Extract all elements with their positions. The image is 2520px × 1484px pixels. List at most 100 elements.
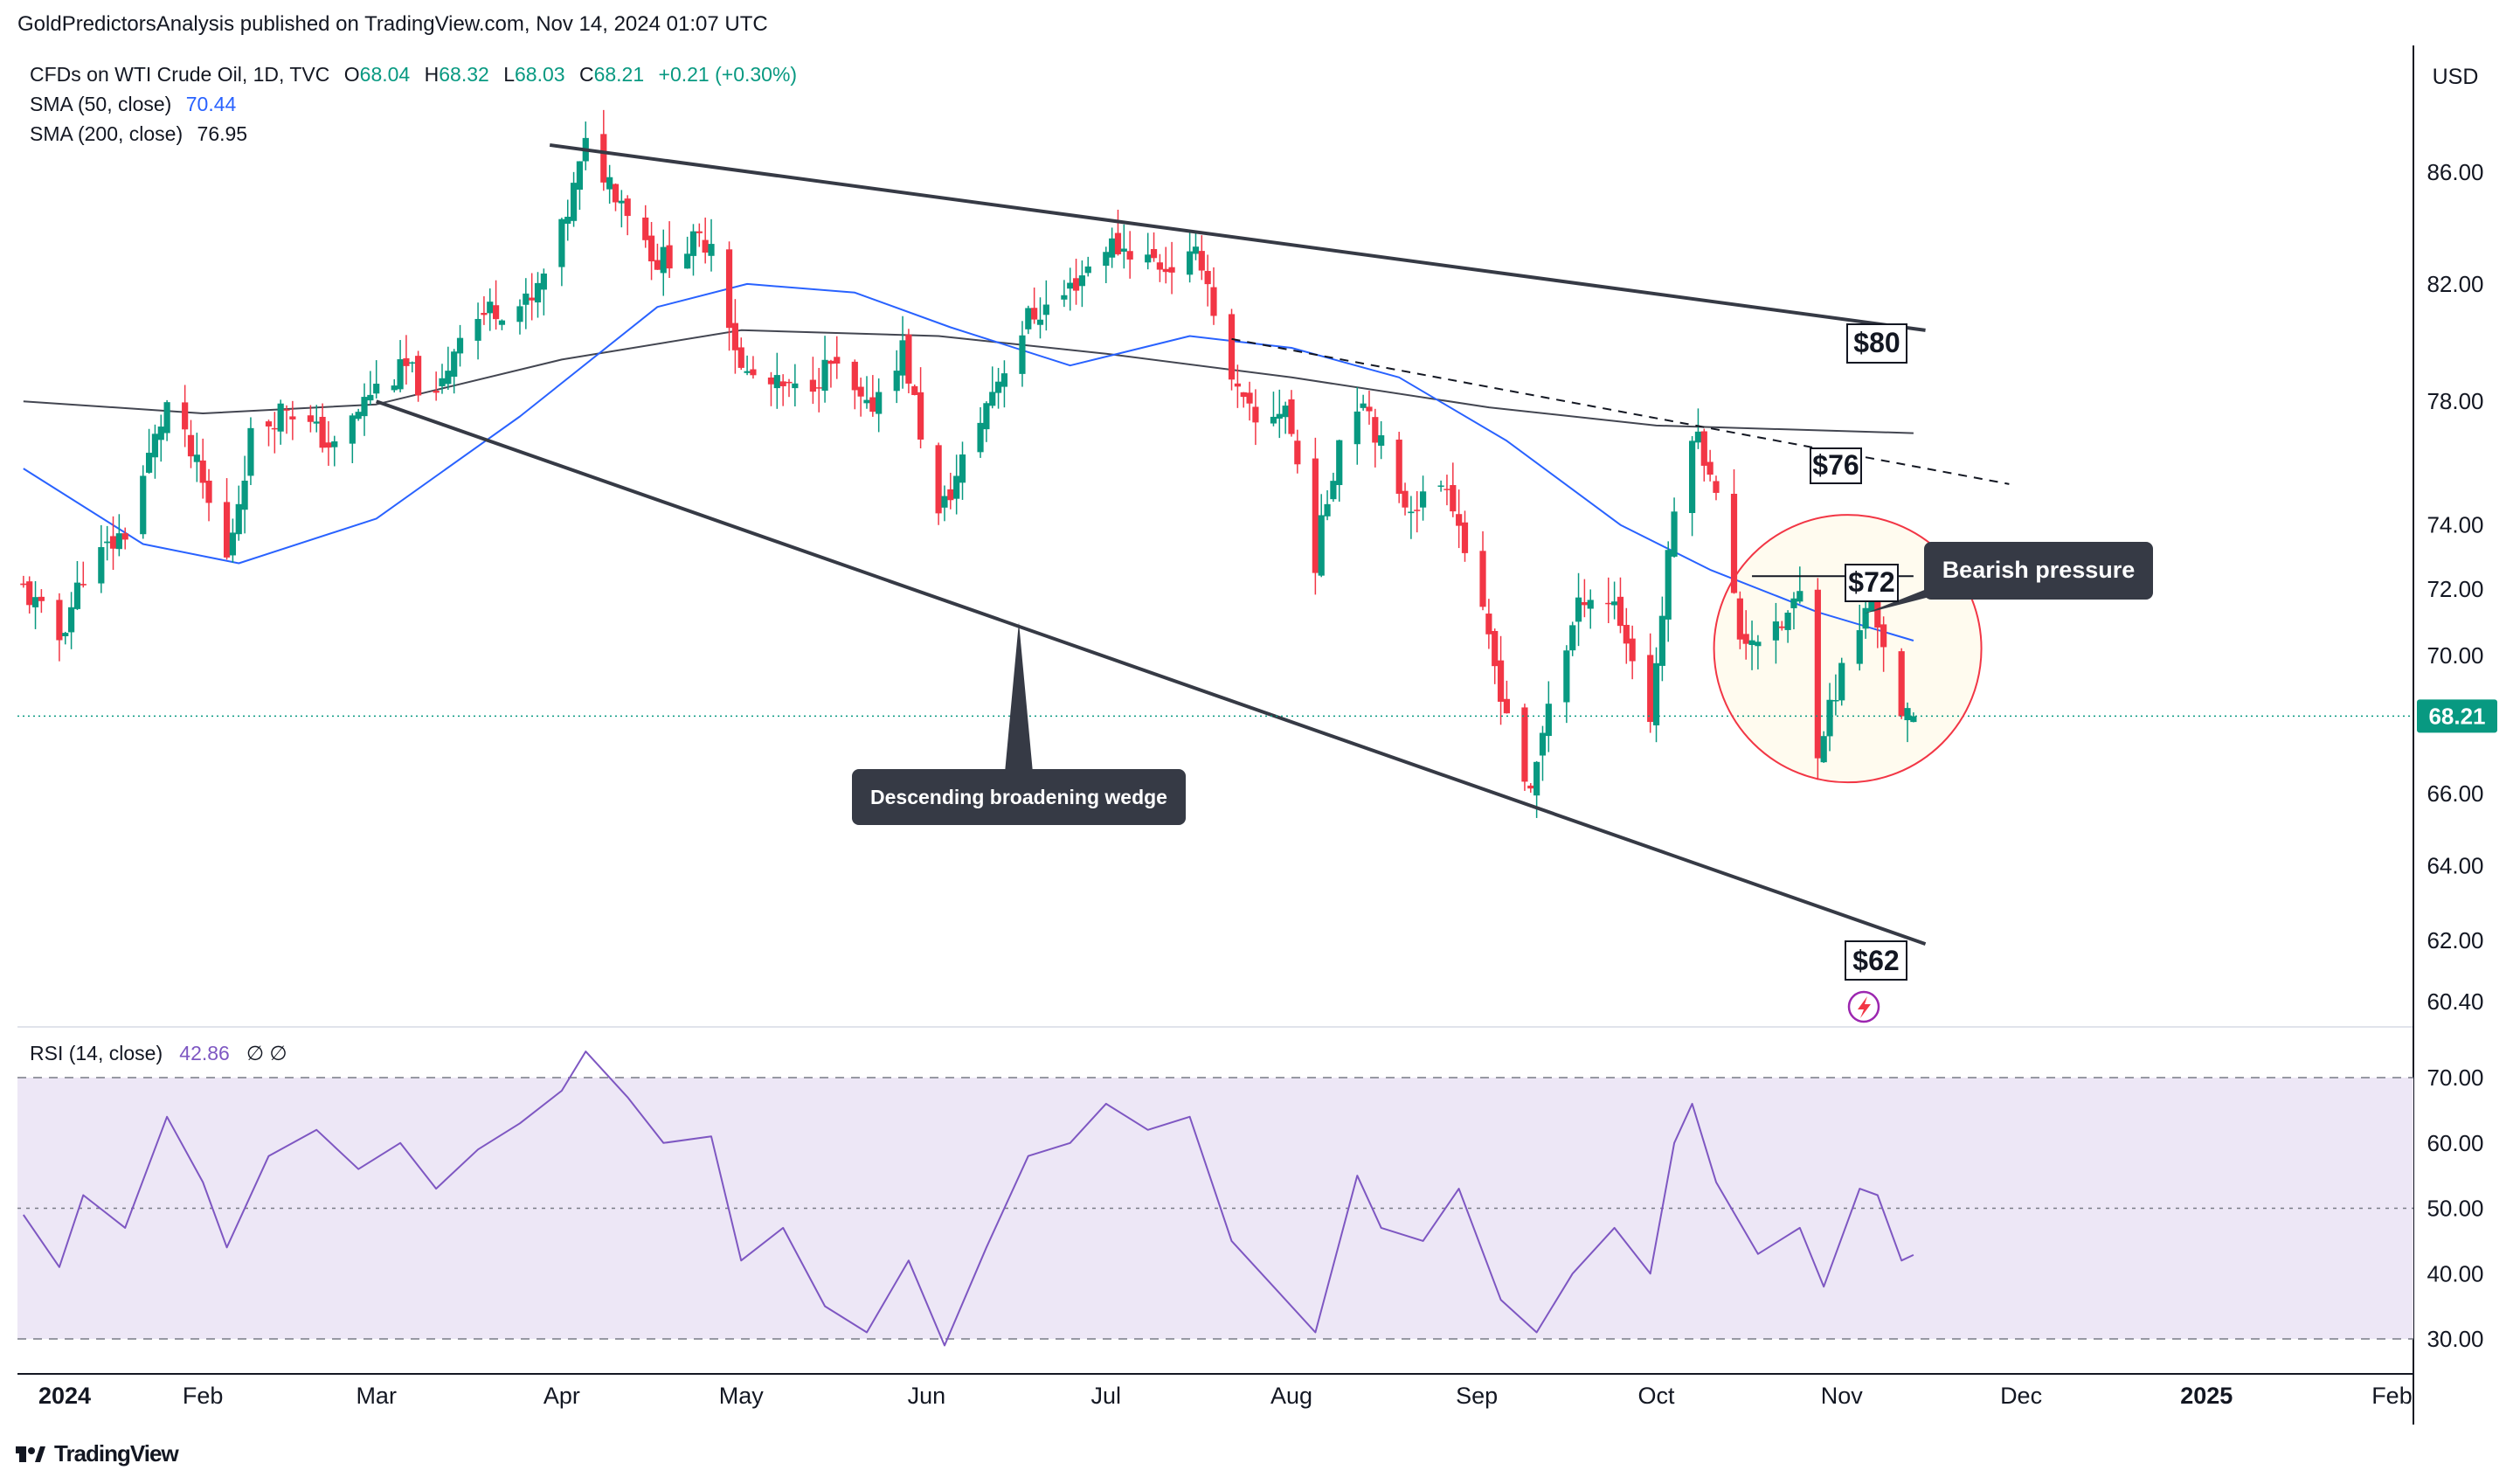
candle-body xyxy=(38,596,45,601)
candle-body xyxy=(1025,308,1032,329)
candle-body xyxy=(1145,254,1152,263)
time-tick-label: Dec xyxy=(2000,1383,2042,1409)
candle-body xyxy=(456,337,464,354)
rsi-legend[interactable]: RSI (14, close) 42.86 ∅ ∅ xyxy=(30,1042,287,1065)
candle-body xyxy=(1031,308,1038,320)
high-value: 68.32 xyxy=(439,63,489,86)
candle-body xyxy=(1192,246,1200,254)
candle-body xyxy=(397,359,404,390)
candle-body xyxy=(1820,736,1827,763)
candle-body xyxy=(481,313,488,316)
bearish-circle xyxy=(1713,514,1983,784)
candle-body xyxy=(193,454,200,462)
candle-body xyxy=(313,421,320,424)
last-price-tag-box xyxy=(2417,699,2497,733)
candle-body xyxy=(1353,411,1360,445)
candle-body xyxy=(1665,550,1672,620)
candle-body xyxy=(62,633,69,637)
candle-body xyxy=(1730,494,1738,593)
candle-body xyxy=(247,427,254,476)
rsi-tick-label: 60.00 xyxy=(2427,1130,2483,1156)
candle-body xyxy=(319,416,326,448)
publisher-header: GoldPredictorsAnalysis published on Trad… xyxy=(17,12,768,36)
candle-body xyxy=(1395,440,1402,494)
candle-body xyxy=(1120,248,1127,252)
candle-body xyxy=(815,387,822,389)
bearish-callout-box xyxy=(1924,542,2153,600)
sma200-row[interactable]: SMA (200, close) 76.95 xyxy=(30,119,797,149)
candle-body xyxy=(702,239,709,253)
sma50-row[interactable]: SMA (50, close) 70.44 xyxy=(30,89,797,119)
candle-body xyxy=(959,454,966,483)
price-tick-label: 62.00 xyxy=(2427,927,2483,954)
candle-body xyxy=(1492,630,1499,667)
price-pane-background xyxy=(17,52,2412,1028)
price-tick-label: 82.00 xyxy=(2427,271,2483,297)
candle-body xyxy=(26,581,33,606)
candle-body xyxy=(1700,431,1707,466)
event-icon[interactable] xyxy=(1847,990,1880,1023)
candle-body xyxy=(666,245,673,269)
candle-body xyxy=(373,384,380,394)
candle-body xyxy=(56,600,63,641)
candle-body xyxy=(731,322,738,350)
candle-body xyxy=(1617,596,1624,627)
candle-body xyxy=(1569,625,1576,651)
sma200-line xyxy=(23,329,1914,434)
tradingview-logo-icon xyxy=(16,1446,45,1462)
candle-body xyxy=(1832,699,1839,702)
candle-body xyxy=(1419,491,1427,508)
candle-body xyxy=(1126,251,1133,260)
candle-body xyxy=(1270,416,1277,424)
price-label-62-box xyxy=(1845,940,1907,981)
time-tick-label: Jul xyxy=(1091,1383,1122,1409)
candle-body xyxy=(576,161,584,191)
candle-body xyxy=(1378,435,1385,447)
candle-body xyxy=(1456,514,1463,526)
candle-body xyxy=(20,583,27,586)
candle-body xyxy=(1042,304,1049,316)
candle-body xyxy=(1156,262,1163,270)
currency-label[interactable]: USD xyxy=(2433,65,2479,89)
candle-body xyxy=(121,533,128,540)
trendline[interactable] xyxy=(1231,337,2010,485)
candle-body xyxy=(917,392,924,440)
candle-body xyxy=(911,385,918,395)
candle-body xyxy=(1838,662,1845,701)
candle-body xyxy=(1109,238,1116,258)
time-tick-label: 2024 xyxy=(38,1383,91,1409)
time-tick-label: Oct xyxy=(1638,1383,1676,1409)
time-tick-label: Nov xyxy=(1821,1383,1864,1409)
candle-body xyxy=(1868,600,1875,612)
candle-body xyxy=(786,381,793,384)
candle-body xyxy=(1402,490,1409,508)
candle-body xyxy=(725,249,733,329)
candle-body xyxy=(1652,662,1660,725)
candle-body xyxy=(151,433,159,458)
candle-body xyxy=(1078,275,1086,287)
candle-body xyxy=(1797,591,1803,602)
candle-body xyxy=(487,302,494,314)
candle-body xyxy=(1647,655,1654,723)
symbol-legend: CFDs on WTI Crude Oil, 1D, TVC O68.04 H6… xyxy=(30,59,797,149)
candle-body xyxy=(1408,511,1415,514)
candle-body xyxy=(642,217,649,240)
candle-body xyxy=(1790,598,1797,608)
candle-body xyxy=(445,371,452,385)
candle-body xyxy=(1318,515,1325,576)
candle-body xyxy=(31,597,39,607)
wedge-callout-pointer xyxy=(1005,622,1033,773)
candle-body xyxy=(474,318,481,341)
candle-body xyxy=(1443,489,1450,490)
tradingview-brand: TradingView xyxy=(54,1440,179,1467)
trendline[interactable] xyxy=(376,399,1927,947)
candle-body xyxy=(744,371,751,373)
candle-body xyxy=(205,480,212,503)
trendline[interactable] xyxy=(549,142,1926,332)
lightning-icon xyxy=(1858,996,1871,1018)
price-label-72-text: $72 xyxy=(1848,566,1894,598)
open-label: O xyxy=(343,63,360,86)
symbol-row[interactable]: CFDs on WTI Crude Oil, 1D, TVC O68.04 H6… xyxy=(30,59,797,89)
candle-body xyxy=(792,383,799,389)
candle-body xyxy=(182,402,189,430)
